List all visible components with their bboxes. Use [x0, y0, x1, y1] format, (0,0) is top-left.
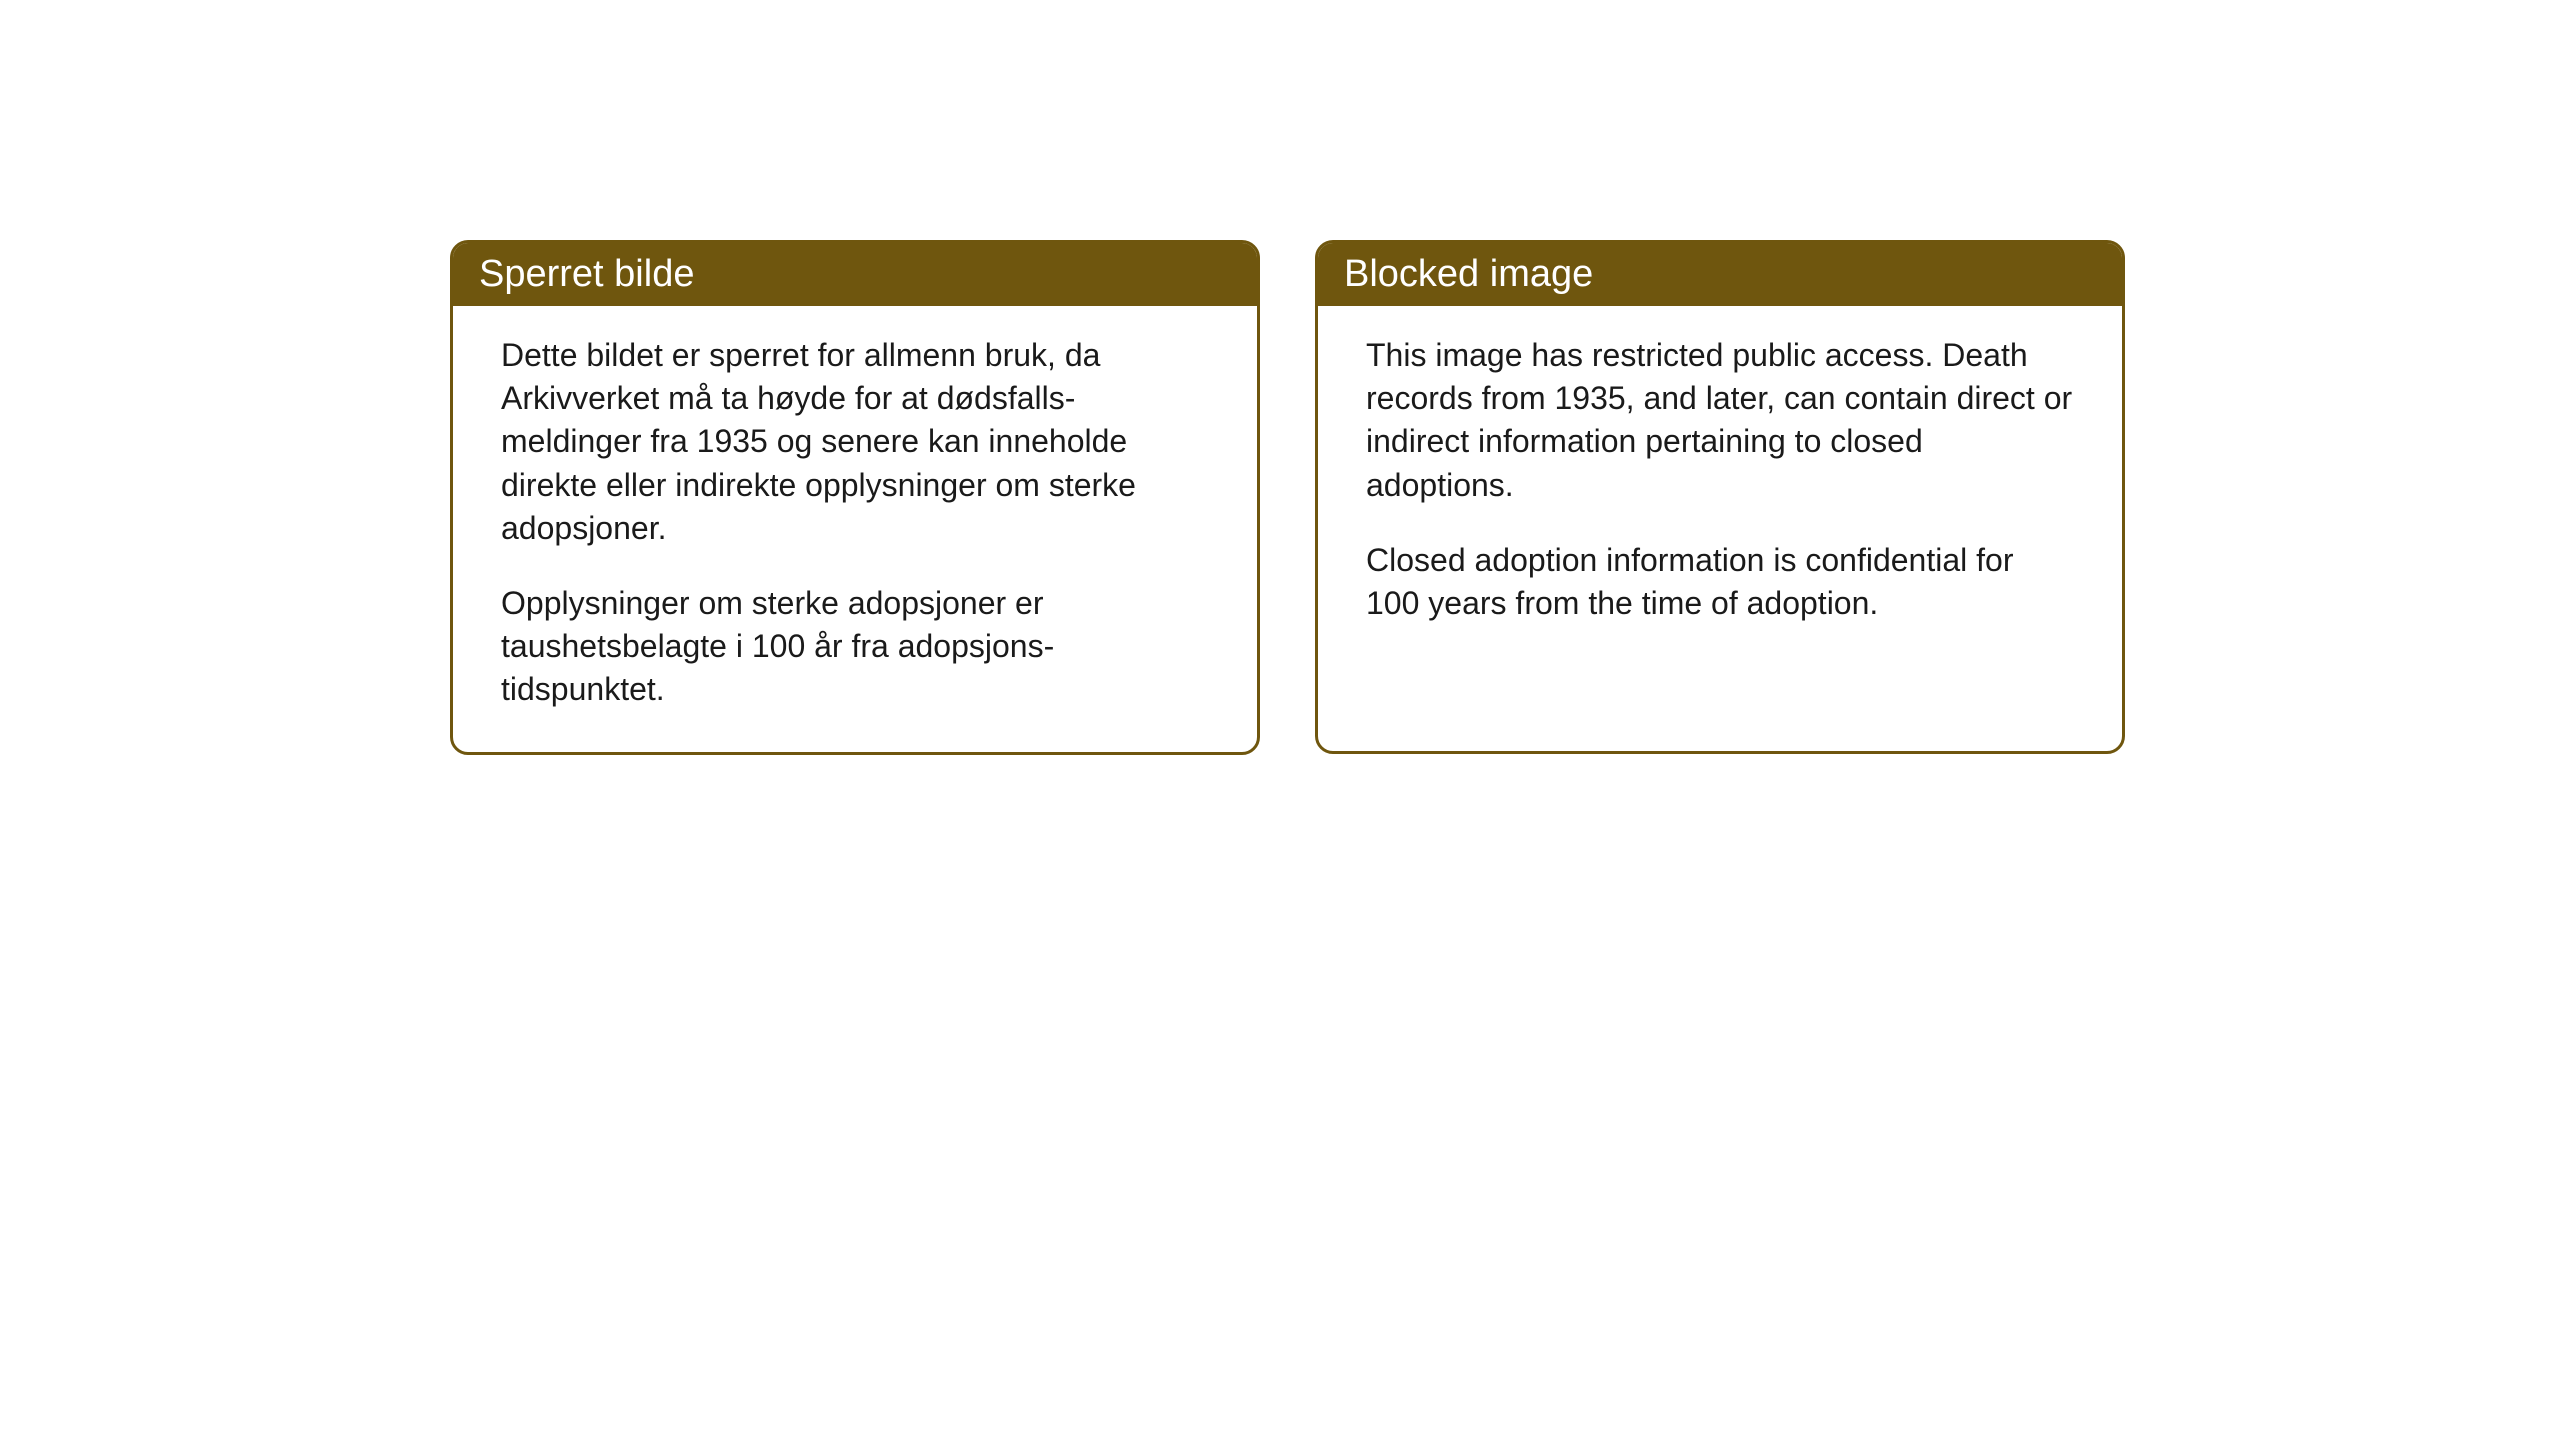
- notice-header-english: Blocked image: [1318, 243, 2122, 306]
- notice-paragraph-2-norwegian: Opplysninger om sterke adopsjoner er tau…: [501, 582, 1209, 712]
- notice-paragraph-2-english: Closed adoption information is confident…: [1366, 539, 2074, 625]
- notice-body-norwegian: Dette bildet er sperret for allmenn bruk…: [453, 306, 1257, 752]
- notice-paragraph-1-norwegian: Dette bildet er sperret for allmenn bruk…: [501, 334, 1209, 550]
- notice-body-english: This image has restricted public access.…: [1318, 306, 2122, 665]
- notice-container: Sperret bilde Dette bildet er sperret fo…: [450, 240, 2125, 755]
- notice-title-english: Blocked image: [1344, 253, 1593, 295]
- notice-card-english: Blocked image This image has restricted …: [1315, 240, 2125, 754]
- notice-paragraph-1-english: This image has restricted public access.…: [1366, 334, 2074, 507]
- notice-card-norwegian: Sperret bilde Dette bildet er sperret fo…: [450, 240, 1260, 755]
- notice-title-norwegian: Sperret bilde: [479, 253, 694, 295]
- notice-header-norwegian: Sperret bilde: [453, 243, 1257, 306]
